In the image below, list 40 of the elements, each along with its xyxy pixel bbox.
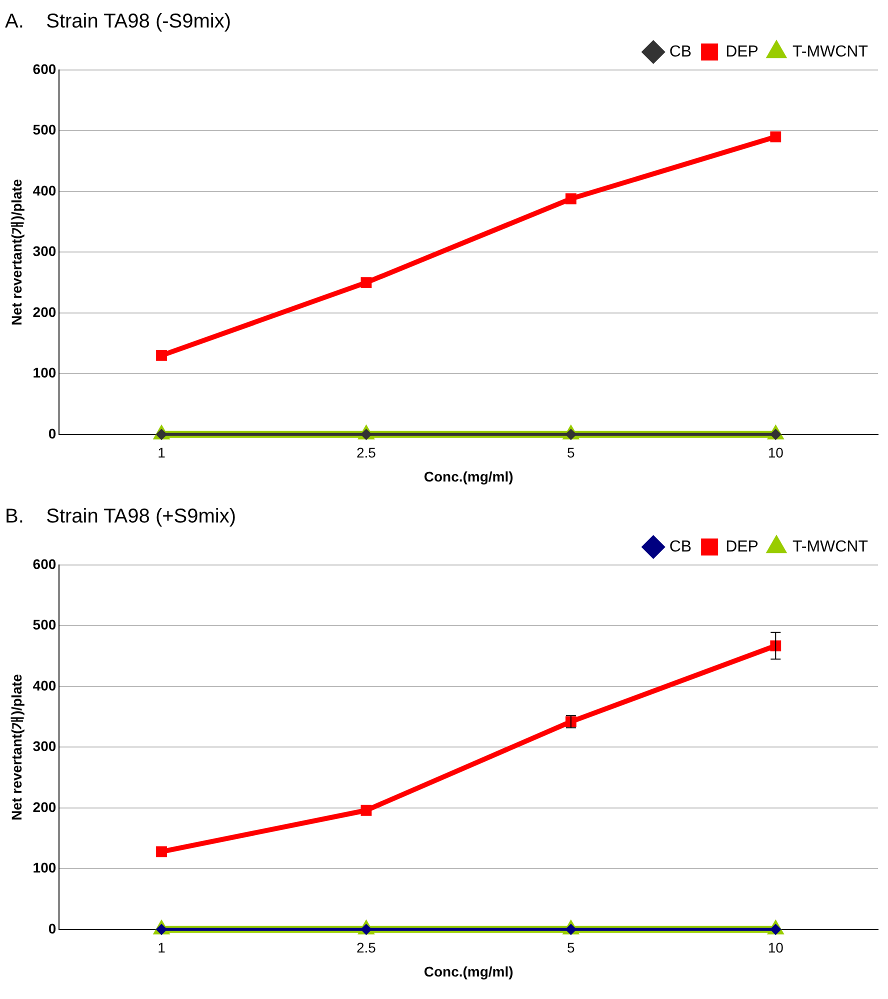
y-tick-label: 400	[32, 677, 56, 694]
legend-label: DEP	[726, 43, 758, 60]
legend-label: T-MWCNT	[792, 538, 868, 556]
y-tick-label: 400	[32, 182, 56, 198]
legend-label: CB	[669, 538, 692, 556]
y-tick-label: 600	[32, 556, 56, 572]
y-tick-label: 500	[32, 122, 56, 138]
point	[156, 846, 167, 858]
y-tick-label: 100	[32, 364, 56, 381]
legend-label: CB	[669, 43, 692, 60]
y-tick-label: 0	[48, 920, 56, 936]
chart-title: A. Strain TA98 (-S9mix)	[5, 10, 231, 33]
point	[360, 804, 372, 816]
y-tick-label: 200	[32, 304, 56, 320]
x-axis-title: Conc.(mg/ml)	[424, 468, 514, 484]
point	[360, 277, 372, 288]
y-tick-label: 300	[32, 243, 56, 260]
x-tick-label: 1	[158, 444, 166, 461]
x-tick-label: 2.5	[356, 940, 376, 956]
x-tick-label: 10	[768, 444, 784, 461]
legend-label: T-MWCNT	[792, 43, 868, 60]
chart-title: B. Strain TA98 (+S9mix)	[5, 506, 236, 528]
legend-label: DEP	[726, 538, 758, 556]
y-axis-title: Net revertant(개)/plate	[8, 674, 24, 820]
y-axis-title: Net revertant(개)/plate	[8, 178, 24, 326]
x-tick-label: 1	[158, 940, 166, 956]
x-tick-label: 2.5	[356, 444, 376, 461]
point	[156, 350, 167, 361]
y-tick-label: 0	[48, 425, 56, 442]
point	[565, 193, 576, 204]
y-tick-label: 100	[32, 860, 56, 876]
x-axis-title: Conc.(mg/ml)	[424, 963, 514, 980]
y-tick-label: 500	[32, 616, 56, 633]
y-tick-label: 200	[32, 798, 56, 815]
y-tick-label: 300	[32, 738, 56, 754]
y-tick-label: 600	[32, 60, 56, 77]
x-tick-label: 5	[567, 444, 576, 461]
point	[770, 131, 782, 142]
x-tick-label: 5	[567, 940, 576, 956]
x-tick-label: 10	[768, 940, 784, 956]
